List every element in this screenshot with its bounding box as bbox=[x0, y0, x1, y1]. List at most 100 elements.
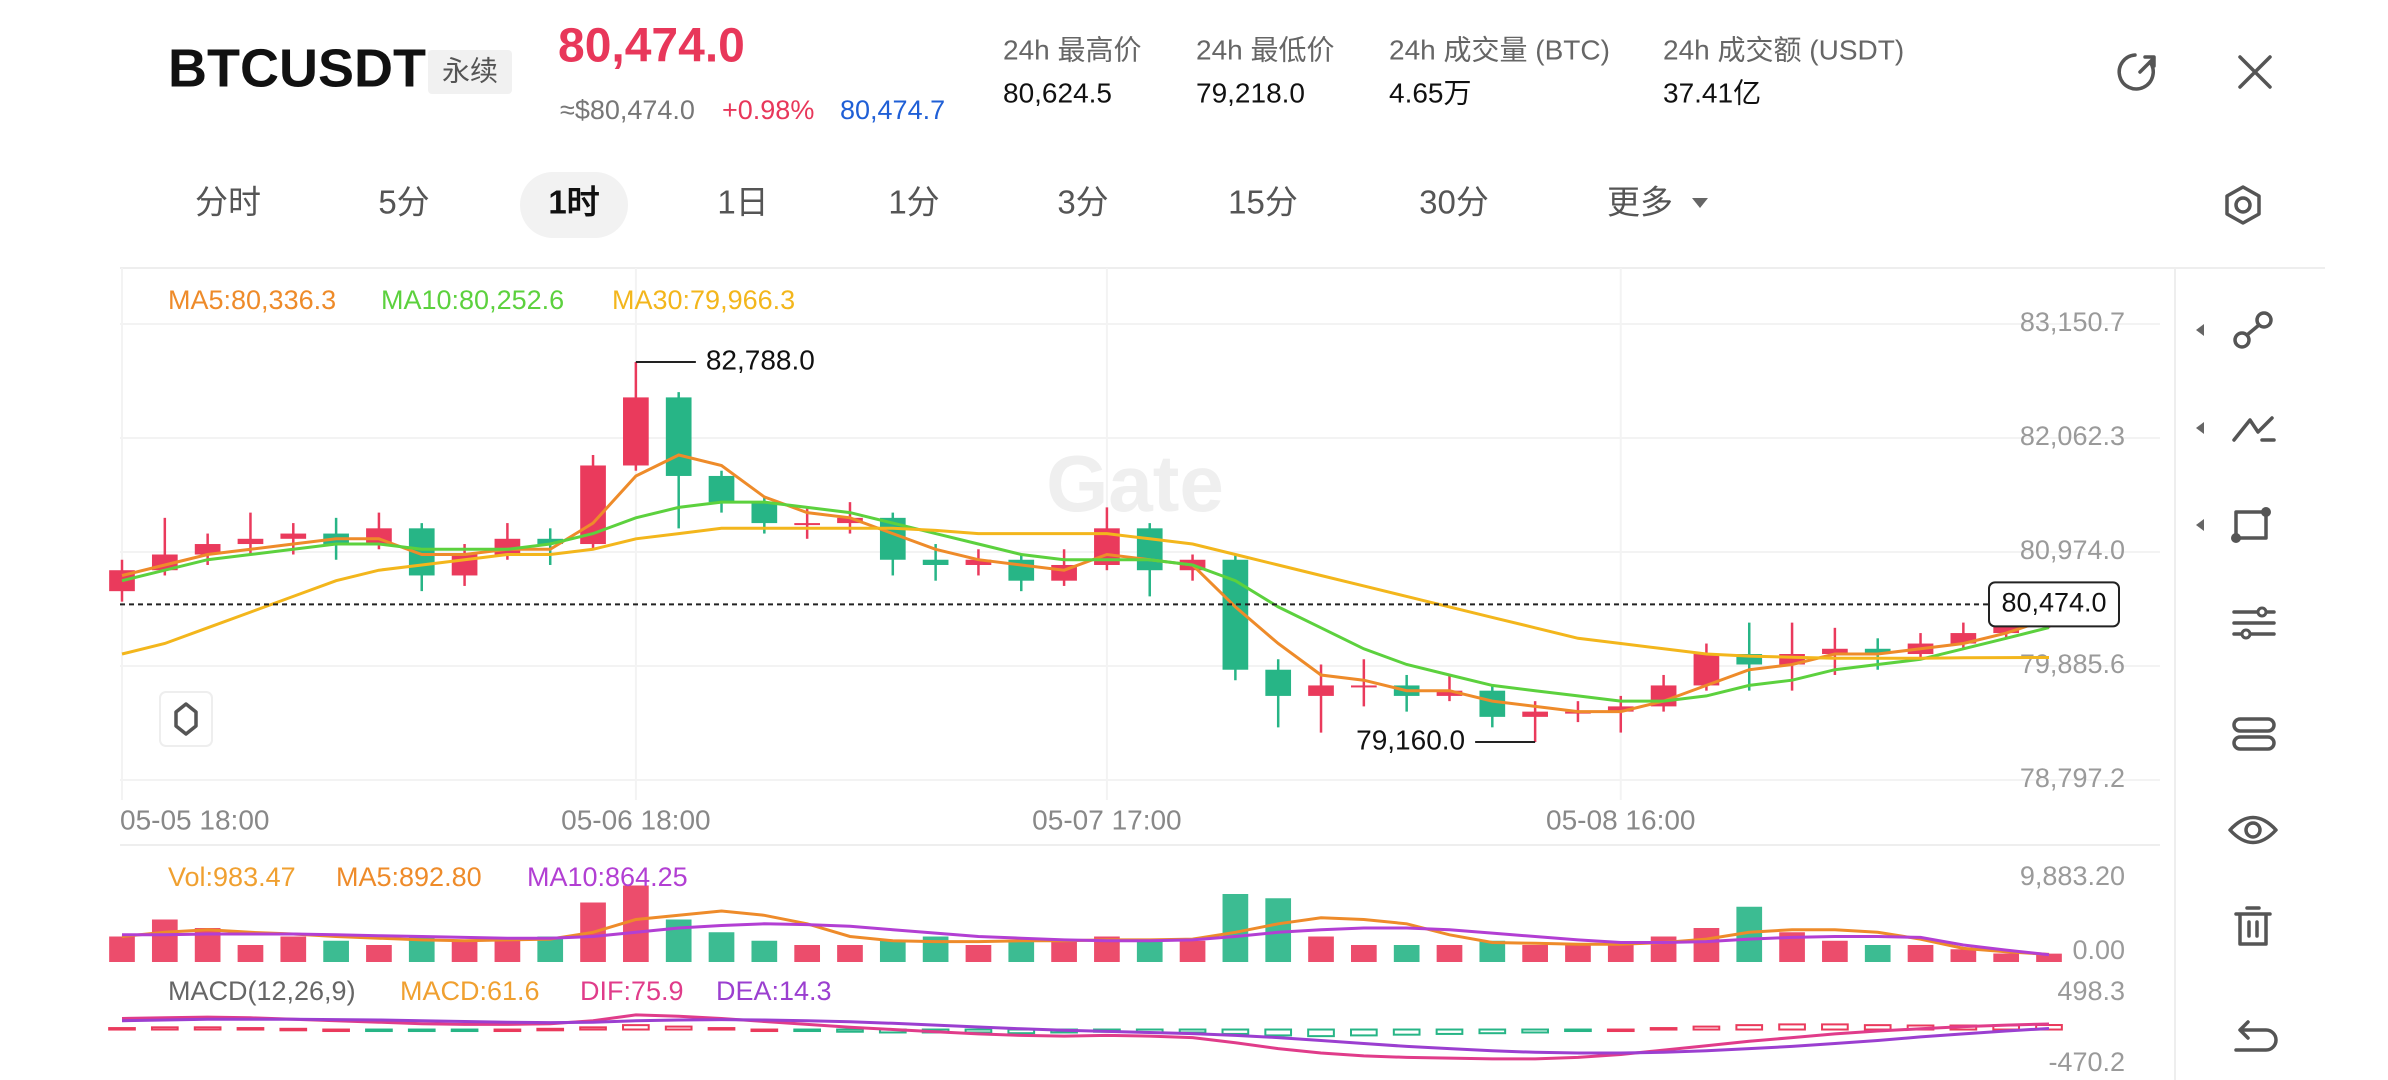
volume-bar bbox=[280, 936, 307, 962]
macd-bar bbox=[1392, 1028, 1421, 1036]
candle-body bbox=[1736, 654, 1763, 665]
ma-line bbox=[121, 500, 2050, 703]
volume-bar bbox=[451, 940, 478, 962]
legend-entry: MA10:864.25 bbox=[527, 862, 688, 892]
panel-title: MACD(12,26,9) bbox=[168, 976, 356, 1006]
macd-bar bbox=[536, 1027, 565, 1032]
candle-body bbox=[1779, 654, 1805, 665]
candle-body bbox=[537, 538, 564, 545]
timeframe-tab[interactable]: 5分 bbox=[378, 184, 429, 221]
close-button[interactable] bbox=[2238, 55, 2272, 89]
x-tick-label: 05-08 16:00 bbox=[1546, 804, 1695, 835]
drawing-toggle[interactable] bbox=[159, 691, 213, 747]
shape-tool[interactable] bbox=[2231, 507, 2271, 543]
volume-bar bbox=[751, 940, 778, 962]
selected-tab-bg bbox=[520, 172, 628, 238]
volume-bar bbox=[494, 940, 521, 962]
macd-bar bbox=[1863, 1024, 1892, 1031]
macd-bar bbox=[1692, 1025, 1721, 1031]
ma-line bbox=[121, 526, 2050, 660]
macd-bar bbox=[622, 1024, 650, 1031]
timeframe-tab[interactable]: 1时 bbox=[548, 184, 599, 221]
more-arrow[interactable] bbox=[1692, 198, 1708, 208]
annotation-label: 79,160.0 bbox=[1356, 724, 1465, 755]
candle-body bbox=[1607, 706, 1634, 712]
expand-arrow[interactable] bbox=[2196, 422, 2204, 434]
macd-bar bbox=[707, 1027, 736, 1031]
price: 80,474.0 bbox=[558, 20, 745, 73]
line-tool[interactable] bbox=[2233, 311, 2273, 349]
undo-tool[interactable] bbox=[2234, 1020, 2278, 1052]
timeframe-tab[interactable]: 1日 bbox=[717, 184, 768, 221]
candle-body bbox=[1308, 685, 1334, 696]
candle-body bbox=[1993, 622, 2020, 634]
candle-body bbox=[1522, 711, 1548, 717]
volume-bar bbox=[1950, 949, 1977, 962]
watermark: Gate bbox=[1046, 439, 1224, 528]
visibility-tool[interactable] bbox=[2228, 815, 2278, 845]
fib-tool[interactable] bbox=[2232, 416, 2276, 442]
volume-bar bbox=[151, 919, 178, 962]
timeframe-tab[interactable]: 30分 bbox=[1419, 184, 1489, 221]
badge: 永续 bbox=[442, 55, 498, 86]
macd-bar bbox=[1521, 1028, 1549, 1034]
volume-bar bbox=[1693, 928, 1720, 962]
stat-label: 24h 成交额 (USDT) bbox=[1663, 34, 1904, 65]
volume-bar bbox=[366, 945, 392, 962]
timeframe-tab[interactable]: 分时 bbox=[195, 184, 261, 221]
y-tick-label: 82,062.3 bbox=[2020, 421, 2125, 451]
timeframe-tab[interactable]: 1分 bbox=[888, 184, 939, 221]
volume-bar bbox=[1350, 945, 1377, 962]
y-tick-label: 78,797.2 bbox=[2020, 763, 2125, 793]
volume-bar bbox=[1822, 940, 1848, 962]
macd-bar bbox=[279, 1027, 308, 1032]
stat-label: 24h 最高价 bbox=[1003, 34, 1142, 65]
volume-bar bbox=[794, 945, 821, 962]
macd-bar bbox=[1307, 1028, 1335, 1038]
macd-bar bbox=[193, 1026, 222, 1031]
volume-bar bbox=[1565, 945, 1591, 962]
expand-arrow[interactable] bbox=[2196, 324, 2204, 336]
y-tick-label: -470.2 bbox=[2048, 1047, 2125, 1077]
timeframe-tab[interactable]: 更多 bbox=[1607, 184, 1673, 221]
volume-bar bbox=[1436, 945, 1463, 962]
candle-body bbox=[1479, 690, 1506, 717]
macd-bar bbox=[150, 1026, 179, 1031]
volume-bar bbox=[1008, 940, 1035, 962]
candle-body bbox=[751, 502, 778, 524]
indicator-tool[interactable] bbox=[2232, 606, 2276, 640]
legend-entry: MA5:80,336.3 bbox=[168, 285, 336, 315]
stat-label: 24h 成交量 (BTC) bbox=[1389, 34, 1610, 65]
timeframe-tab[interactable]: 3分 bbox=[1057, 184, 1108, 221]
stat-value: 37.41亿 bbox=[1663, 77, 1761, 108]
badge-bg bbox=[428, 50, 512, 94]
expand-arrow[interactable] bbox=[2196, 519, 2204, 531]
settings-button[interactable] bbox=[2225, 185, 2261, 225]
share-button[interactable] bbox=[2117, 53, 2156, 91]
candle-body bbox=[837, 517, 863, 524]
volume-bar bbox=[879, 940, 906, 962]
toggle-tool[interactable] bbox=[2232, 717, 2276, 751]
macd-bar bbox=[1606, 1028, 1635, 1033]
volume-bar bbox=[665, 919, 692, 962]
volume-bar bbox=[1393, 945, 1420, 962]
symbol: BTCUSDT bbox=[168, 38, 426, 98]
timeframe-tab[interactable]: 15分 bbox=[1228, 184, 1298, 221]
volume-bar bbox=[323, 940, 349, 962]
last-price-box bbox=[1988, 581, 2120, 628]
legend-entry: DIF:75.9 bbox=[580, 976, 684, 1006]
candle-body bbox=[965, 559, 992, 565]
candle-body bbox=[237, 538, 264, 545]
legend-entry: Vol:983.47 bbox=[168, 862, 296, 892]
stat-label: 24h 最低价 bbox=[1196, 34, 1335, 65]
macd-bar bbox=[450, 1028, 479, 1033]
delete-tool[interactable] bbox=[2234, 906, 2272, 946]
volume-bar bbox=[837, 945, 863, 962]
macd-line bbox=[121, 1013, 2050, 1061]
candle-body bbox=[1436, 690, 1463, 696]
y-tick-label: 0.00 bbox=[2072, 935, 2125, 965]
macd-bar bbox=[1264, 1028, 1293, 1037]
candle-body bbox=[1864, 648, 1891, 655]
